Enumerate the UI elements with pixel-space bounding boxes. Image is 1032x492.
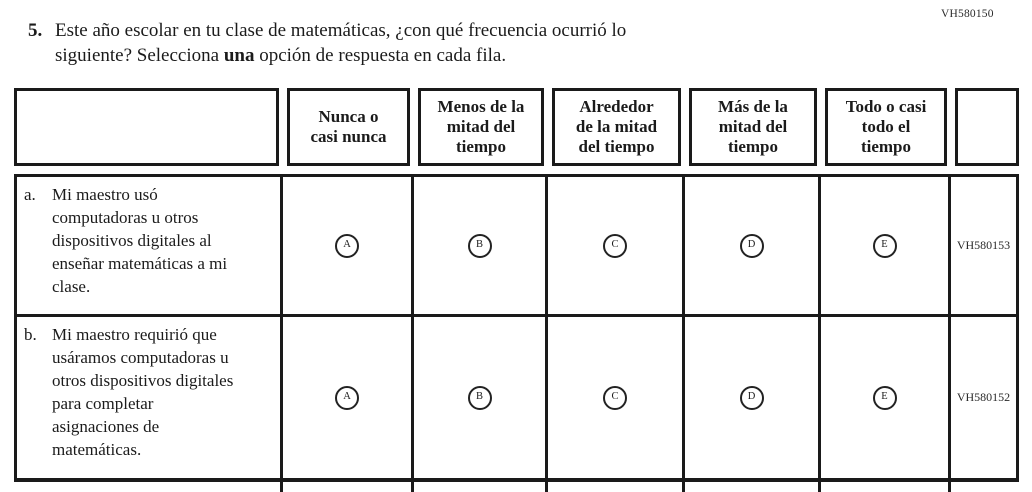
- header-cell-empty: [14, 88, 283, 174]
- question-line-2-post: opción de respuesta en cada fila.: [254, 45, 507, 66]
- option-bubble-b[interactable]: B: [467, 233, 492, 258]
- row-b-option-cell-e: E: [821, 317, 951, 482]
- row-a-option-cell-e: E: [821, 174, 951, 317]
- row-a-option-cell-a: A: [283, 174, 414, 317]
- row-a-option-cell-d: D: [685, 174, 821, 317]
- row-accession-code: VH580152: [956, 390, 1011, 404]
- row-b-option-cell-b: B: [414, 317, 548, 482]
- row-a-option-cell-c: C: [548, 174, 685, 317]
- option-bubble-c[interactable]: C: [603, 233, 627, 258]
- header-label: Nunca o casi nunca: [310, 107, 387, 146]
- option-bubble-e[interactable]: E: [872, 233, 897, 258]
- row-b-option-cell-d: D: [685, 317, 821, 482]
- option-bubble-e[interactable]: E: [872, 385, 897, 410]
- option-bubble-a[interactable]: A: [335, 385, 359, 410]
- question-line-1: Este año escolar en tu clase de matemáti…: [55, 20, 627, 41]
- header-cell-never: Nunca o casi nunca: [283, 88, 414, 174]
- row-letter: b.: [24, 325, 37, 344]
- header-cell-all-the-time: Todo o casi todo el tiempo: [821, 88, 951, 174]
- header-cell-more-than-half: Más de la mitad del tiempo: [685, 88, 821, 174]
- row-a-code-cell: VH580153: [951, 174, 1019, 317]
- row-stem-text: Mi maestro usó computadoras u otros disp…: [52, 185, 228, 296]
- header-cell-less-than-half: Menos de la mitad del tiempo: [414, 88, 548, 174]
- question-line-2-bold: una: [223, 45, 255, 66]
- response-matrix-table: Nunca o casi nunca Menos de la mitad del…: [14, 88, 1019, 482]
- row-a-option-cell-b: B: [414, 174, 548, 317]
- row-b-option-cell-a: A: [283, 317, 414, 482]
- question-line-2-pre: siguiente? Selecciona: [55, 45, 224, 66]
- option-bubble-d[interactable]: D: [739, 233, 764, 258]
- grid-line-stub: [280, 482, 283, 492]
- row-b-stem: b. Mi maestro requirió que usáramos comp…: [14, 317, 283, 482]
- grid-line-stub: [948, 482, 951, 492]
- item-accession-code: VH580150: [941, 8, 994, 20]
- question-line-2: siguiente? Selecciona una opción de resp…: [55, 43, 808, 68]
- option-bubble-d[interactable]: D: [739, 385, 764, 410]
- row-b-code-cell: VH580152: [951, 317, 1019, 482]
- header-label: Todo o casi todo el tiempo: [845, 97, 927, 156]
- grid-line-stub: [411, 482, 414, 492]
- row-stem-text: Mi maestro requirió que usáramos computa…: [52, 325, 234, 459]
- row-b-option-cell-c: C: [548, 317, 685, 482]
- header-cell-about-half: Alrededor de la mitad del tiempo: [548, 88, 685, 174]
- question-text: Este año escolar en tu clase de matemáti…: [55, 18, 808, 68]
- header-label: Más de la mitad del tiempo: [718, 97, 788, 156]
- option-bubble-b[interactable]: B: [467, 385, 492, 410]
- question-number: 5.: [28, 20, 43, 41]
- header-label: Menos de la mitad del tiempo: [437, 97, 525, 156]
- grid-line-stub: [545, 482, 548, 492]
- header-label: Alrededor de la mitad del tiempo: [575, 97, 658, 156]
- cutoff-next-row-stubs: [14, 482, 1019, 492]
- header-cell-code-column: [951, 88, 1019, 174]
- row-a-stem: a. Mi maestro usó computadoras u otros d…: [14, 174, 283, 317]
- grid-line-stub: [818, 482, 821, 492]
- option-bubble-a[interactable]: A: [335, 233, 359, 258]
- row-letter: a.: [24, 185, 36, 204]
- row-accession-code: VH580153: [956, 238, 1011, 252]
- grid-line-stub: [682, 482, 685, 492]
- question-block: 5. Este año escolar en tu clase de matem…: [28, 18, 808, 68]
- option-bubble-c[interactable]: C: [603, 385, 627, 410]
